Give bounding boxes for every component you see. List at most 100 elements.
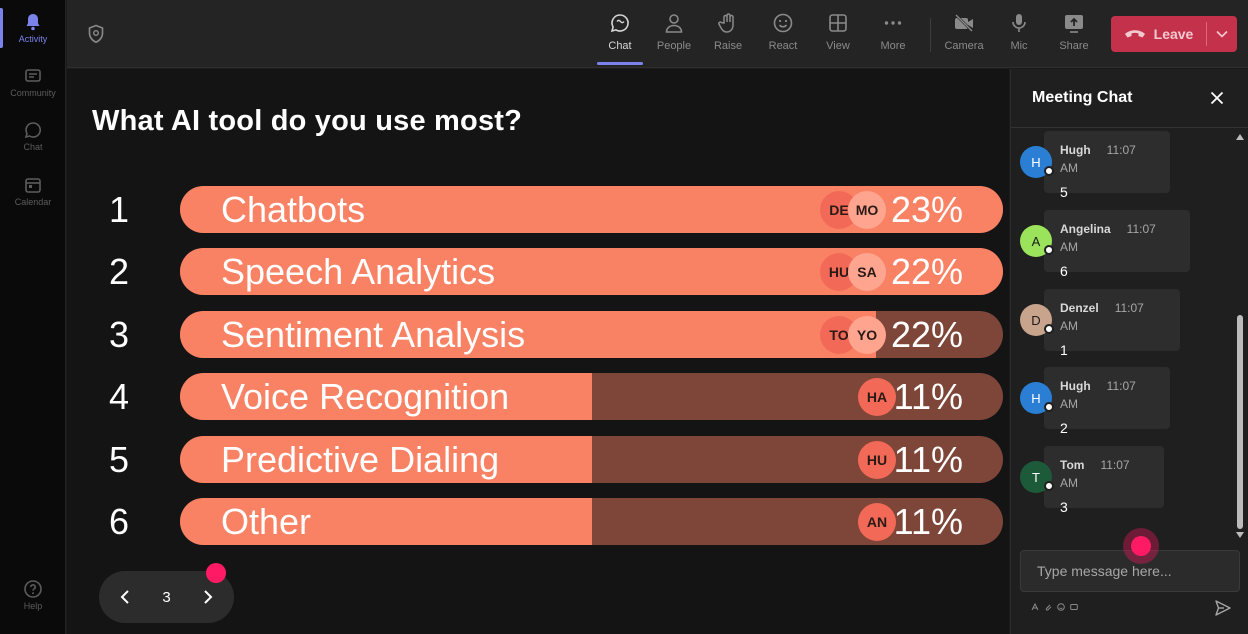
- message-text: 2: [1060, 420, 1068, 436]
- meeting-toolbar: Chat People Raise React View More Camera…: [67, 0, 1248, 68]
- option-bar: Other 11% AN: [180, 498, 1003, 545]
- poll-option-row: 5 Predictive Dialing 11% HU: [67, 436, 1009, 484]
- close-icon[interactable]: [1208, 89, 1226, 107]
- presence-indicator: [1044, 402, 1054, 412]
- message-text: 6: [1060, 263, 1068, 279]
- option-percent: 22%: [890, 314, 963, 355]
- leave-main-button[interactable]: Leave: [1111, 16, 1206, 52]
- option-percent: 11%: [893, 501, 963, 542]
- message-bubble: Hugh 11:07 AM 2: [1044, 367, 1170, 436]
- more-button[interactable]: More: [868, 12, 918, 52]
- raise-hand-button[interactable]: Raise: [703, 12, 753, 52]
- meeting-chat-panel: Meeting Chat Hugh 11:07 AM 5 H Angelina 11:07…: [1010, 69, 1248, 634]
- message-bubble: Angelina 11:07 AM 6: [1044, 210, 1190, 279]
- raise-hand-icon: [718, 13, 734, 33]
- presence-indicator: [1044, 245, 1054, 255]
- poll-option-row: 2 Speech Analytics 22% HU SA: [67, 248, 1009, 296]
- message-time: 11:07 AM: [1060, 222, 1156, 254]
- rail-label: Community: [10, 88, 56, 98]
- previous-page-button[interactable]: [113, 585, 137, 609]
- community-icon: [25, 69, 41, 82]
- message-time: 11:07 AM: [1060, 458, 1130, 490]
- voter-avatar: HU: [858, 441, 896, 479]
- scroll-up-arrow-icon[interactable]: [1236, 133, 1244, 141]
- message-text: 1: [1060, 342, 1068, 358]
- option-label: Other: [221, 501, 312, 542]
- rail-item-activity[interactable]: Activity: [0, 12, 66, 44]
- message-header: Denzel 11:07 AM: [1060, 299, 1164, 335]
- chevron-down-icon: [1216, 30, 1228, 38]
- option-rank: 4: [108, 376, 130, 417]
- calendar-icon: [25, 178, 41, 193]
- gif-icon[interactable]: [1070, 603, 1078, 611]
- rail-item-calendar[interactable]: Calendar: [0, 175, 66, 207]
- help-icon: [24, 580, 42, 598]
- people-label: People: [656, 40, 692, 52]
- option-bar: Sentiment Analysis 22% TO YO: [180, 311, 1003, 358]
- people-button[interactable]: People: [649, 12, 699, 52]
- sender-name: Hugh: [1060, 379, 1091, 393]
- raise-label: Raise: [713, 40, 743, 52]
- send-icon[interactable]: [1214, 599, 1232, 617]
- option-percent: 11%: [893, 439, 963, 480]
- leave-options-button[interactable]: [1207, 16, 1237, 52]
- option-bar: Chatbots 23% DE MO: [180, 186, 1003, 233]
- message-time: 11:07 AM: [1060, 301, 1144, 333]
- voter-avatar: AN: [858, 503, 896, 541]
- microphone-icon: [1012, 14, 1026, 32]
- format-icon[interactable]: [1031, 603, 1039, 611]
- message-input[interactable]: [1021, 551, 1239, 591]
- active-tab-underline: [597, 62, 643, 65]
- view-label: View: [826, 40, 850, 52]
- chat-scrollbar[interactable]: [1233, 129, 1247, 543]
- chat-button[interactable]: Chat: [595, 12, 645, 52]
- shield-icon[interactable]: [87, 24, 105, 44]
- option-percent: 23%: [890, 189, 963, 230]
- view-button[interactable]: View: [813, 12, 863, 52]
- more-dots-icon: [884, 21, 902, 25]
- smiley-icon: [773, 13, 793, 33]
- react-button[interactable]: React: [758, 12, 808, 52]
- share-screen-icon: [1065, 15, 1083, 33]
- sender-avatar[interactable]: H: [1020, 382, 1052, 414]
- voter-avatar: HA: [858, 378, 896, 416]
- attach-icon[interactable]: [1044, 603, 1052, 611]
- rail-item-community[interactable]: Community: [0, 66, 66, 98]
- rail-item-chat[interactable]: Chat: [0, 120, 66, 152]
- more-label: More: [880, 40, 906, 52]
- chat-icon: [610, 14, 629, 33]
- option-label: Voice Recognition: [221, 376, 510, 417]
- leave-label: Leave: [1153, 26, 1194, 42]
- compose-tools: [1031, 603, 1078, 611]
- voter-avatar: MO: [848, 191, 886, 229]
- chat-label: Chat: [608, 40, 632, 52]
- presence-indicator: [1044, 166, 1054, 176]
- toolbar-divider: [930, 18, 931, 52]
- presence-indicator: [1044, 324, 1054, 334]
- message-text: 5: [1060, 184, 1068, 200]
- message-compose-box[interactable]: [1020, 550, 1240, 592]
- leave-button[interactable]: Leave: [1111, 16, 1237, 52]
- people-icon: [665, 14, 683, 33]
- poll-option-row: 3 Sentiment Analysis 22% TO YO: [67, 311, 1009, 359]
- poll-stage: What AI tool do you use most? 1 Chatbots 2…: [67, 69, 1009, 634]
- scroll-thumb[interactable]: [1237, 315, 1243, 529]
- option-rank: 6: [108, 501, 130, 542]
- page-number: 3: [162, 588, 171, 606]
- sender-name: Denzel: [1060, 301, 1099, 315]
- emoji-icon[interactable]: [1057, 603, 1065, 611]
- camera-button[interactable]: Camera: [939, 12, 989, 52]
- share-button[interactable]: Share: [1049, 12, 1099, 52]
- scroll-down-arrow-icon[interactable]: [1236, 531, 1244, 539]
- click-indicator: [1123, 528, 1159, 564]
- grid-view-icon: [829, 14, 847, 32]
- leave-divider: [1206, 22, 1207, 46]
- option-label: Sentiment Analysis: [221, 314, 526, 355]
- mic-button[interactable]: Mic: [994, 12, 1044, 52]
- rail-item-help[interactable]: Help: [0, 579, 66, 611]
- sender-name: Angelina: [1060, 222, 1111, 236]
- next-page-button[interactable]: [196, 585, 220, 609]
- hang-up-icon: [1124, 30, 1145, 38]
- option-label: Chatbots: [221, 189, 366, 230]
- option-rank: 2: [108, 251, 130, 292]
